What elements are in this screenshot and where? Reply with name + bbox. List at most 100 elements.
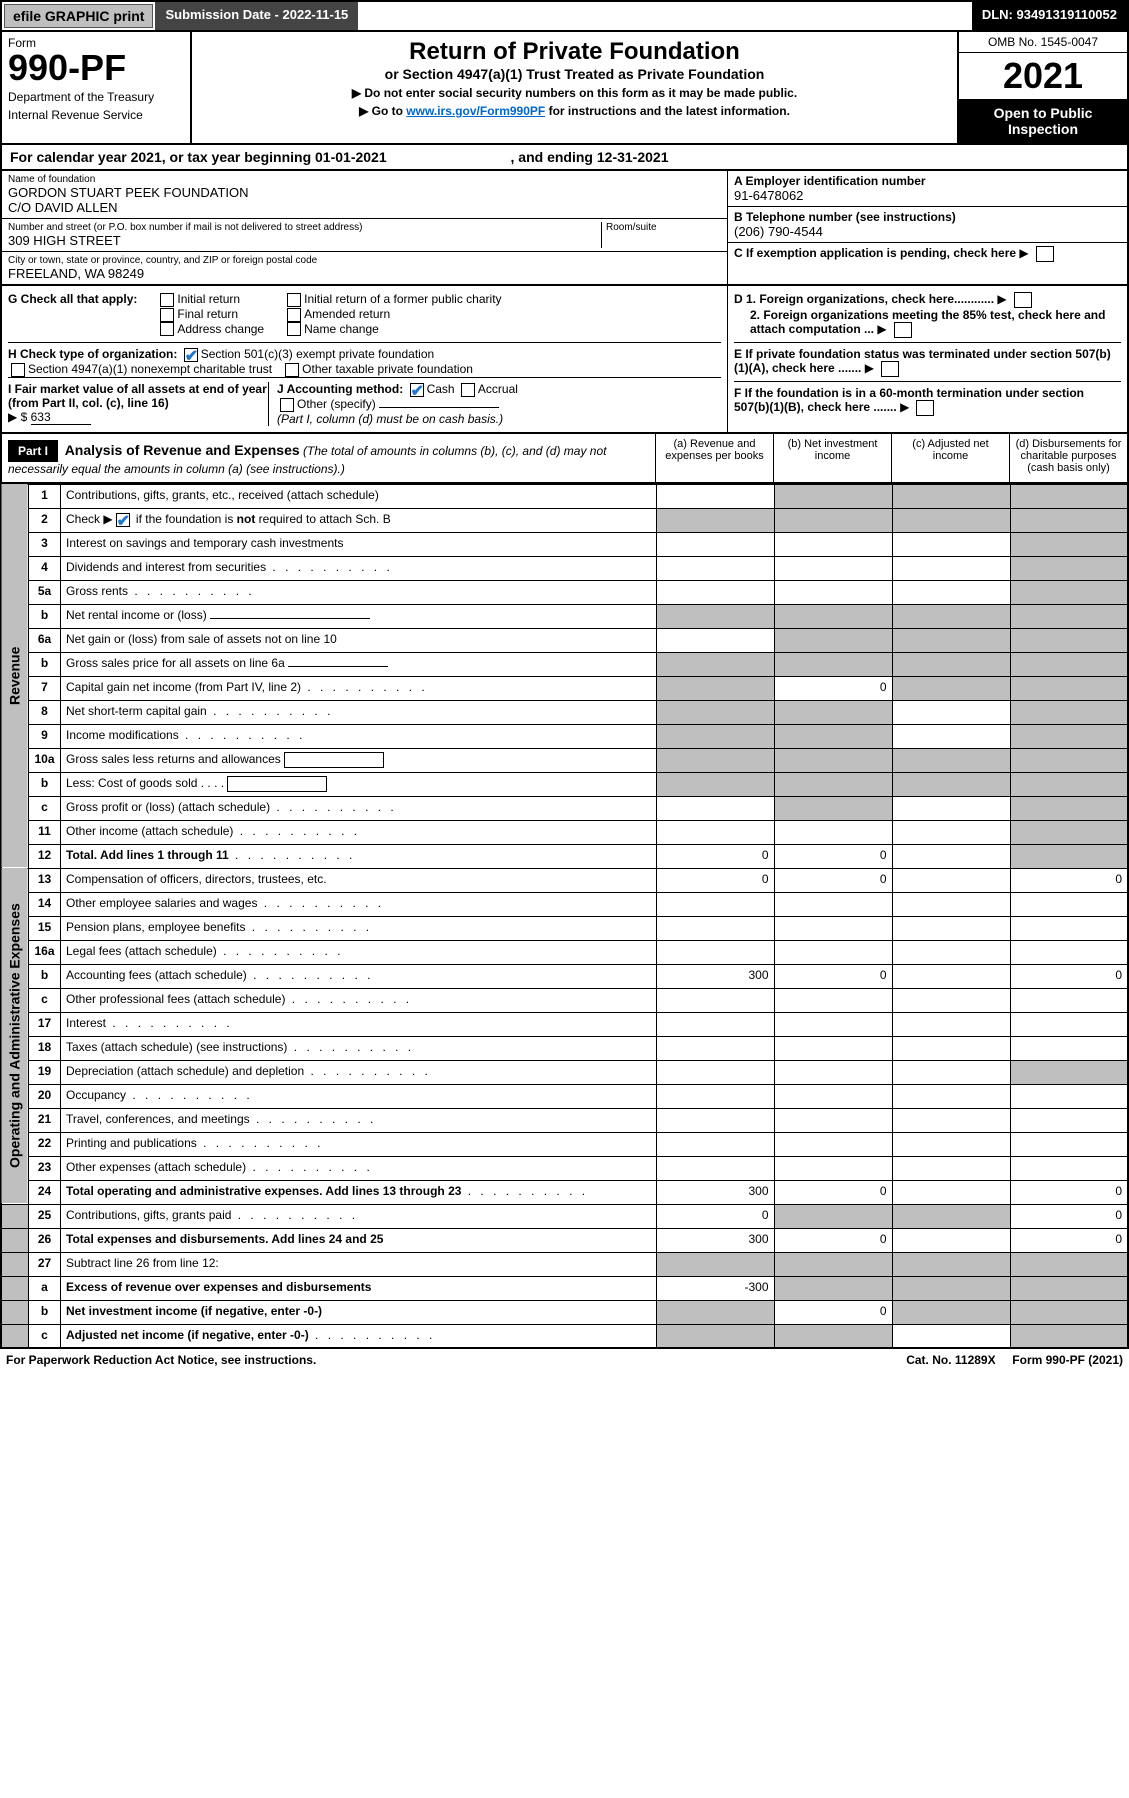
row-1: Contributions, gifts, grants, etc., rece… — [61, 484, 657, 508]
row-24: Total operating and administrative expen… — [61, 1180, 657, 1204]
row-15: Pension plans, employee benefits — [61, 916, 657, 940]
info-block: Name of foundation GORDON STUART PEEK FO… — [0, 171, 1129, 286]
row-10c: Gross profit or (loss) (attach schedule) — [61, 796, 657, 820]
form-header: Form 990-PF Department of the Treasury I… — [0, 32, 1129, 145]
d2-label: 2. Foreign organizations meeting the 85%… — [750, 308, 1105, 336]
expenses-sidebar: Operating and Administrative Expenses — [1, 868, 29, 1204]
room-label: Room/suite — [606, 222, 721, 233]
row-11: Other income (attach schedule) — [61, 820, 657, 844]
omb-number: OMB No. 1545-0047 — [959, 32, 1127, 53]
foundation-name: GORDON STUART PEEK FOUNDATION — [8, 185, 721, 200]
j-accrual-checkbox[interactable] — [461, 383, 475, 397]
topbar: efile GRAPHIC print Submission Date - 20… — [0, 0, 1129, 32]
r16b-a: 300 — [656, 964, 774, 988]
row-10a: Gross sales less returns and allowances — [61, 748, 657, 772]
name-label: Name of foundation — [8, 174, 721, 185]
city-state-zip: FREELAND, WA 98249 — [8, 266, 721, 281]
form-title: Return of Private Foundation — [198, 38, 951, 66]
row-16b: Accounting fees (attach schedule) — [61, 964, 657, 988]
row-27: Subtract line 26 from line 12: — [61, 1252, 657, 1276]
g-label: G Check all that apply: — [8, 292, 137, 336]
h-other-checkbox[interactable] — [285, 363, 299, 377]
calendar-year-row: For calendar year 2021, or tax year begi… — [0, 145, 1129, 171]
ssn-note: ▶ Do not enter social security numbers o… — [198, 86, 951, 100]
row-8: Net short-term capital gain — [61, 700, 657, 724]
form-number: 990-PF — [8, 50, 184, 86]
i-value: 633 — [31, 410, 91, 425]
row-16c: Other professional fees (attach schedule… — [61, 988, 657, 1012]
row-26: Total expenses and disbursements. Add li… — [61, 1228, 657, 1252]
r12-a: 0 — [656, 844, 774, 868]
j-cash-checkbox[interactable] — [410, 383, 424, 397]
row-20: Occupancy — [61, 1084, 657, 1108]
cat-no: Cat. No. 11289X — [906, 1353, 995, 1367]
e-checkbox[interactable] — [881, 361, 899, 377]
schb-checkbox[interactable] — [116, 513, 130, 527]
row-9: Income modifications — [61, 724, 657, 748]
row-4: Dividends and interest from securities — [61, 556, 657, 580]
row-21: Travel, conferences, and meetings — [61, 1108, 657, 1132]
d1-checkbox[interactable] — [1014, 292, 1032, 308]
row-14: Other employee salaries and wages — [61, 892, 657, 916]
ein-value: 91-6478062 — [734, 188, 803, 203]
row-27b: Net investment income (if negative, ente… — [61, 1300, 657, 1324]
footer: For Paperwork Reduction Act Notice, see … — [0, 1349, 1129, 1371]
row-27a: Excess of revenue over expenses and disb… — [61, 1276, 657, 1300]
row-22: Printing and publications — [61, 1132, 657, 1156]
f-checkbox[interactable] — [916, 400, 934, 416]
city-label: City or town, state or province, country… — [8, 255, 721, 266]
i-label: I Fair market value of all assets at end… — [8, 382, 267, 410]
r24-a: 300 — [656, 1180, 774, 1204]
j-label: J Accounting method: — [277, 382, 403, 396]
g-amended-checkbox[interactable] — [287, 308, 301, 322]
paperwork-notice: For Paperwork Reduction Act Notice, see … — [6, 1353, 316, 1367]
row-5a: Gross rents — [61, 580, 657, 604]
efile-button[interactable]: efile GRAPHIC print — [4, 4, 153, 28]
row-25: Contributions, gifts, grants paid — [61, 1204, 657, 1228]
h-label: H Check type of organization: — [8, 347, 177, 361]
goto-note: ▶ Go to www.irs.gov/Form990PF for instru… — [198, 104, 951, 118]
d2-checkbox[interactable] — [894, 322, 912, 338]
r27b-b: 0 — [774, 1300, 892, 1324]
g-initial-former-checkbox[interactable] — [287, 293, 301, 307]
g-h-block: G Check all that apply: Initial return F… — [0, 286, 1129, 434]
h-4947-checkbox[interactable] — [11, 363, 25, 377]
j-other-checkbox[interactable] — [280, 398, 294, 412]
telephone: (206) 790-4544 — [734, 224, 823, 239]
dept-treasury: Department of the Treasury — [8, 90, 184, 104]
r7-b: 0 — [774, 676, 892, 700]
addr-label: Number and street (or P.O. box number if… — [8, 222, 601, 233]
row-6a: Net gain or (loss) from sale of assets n… — [61, 628, 657, 652]
irs-label: Internal Revenue Service — [8, 108, 184, 122]
submission-date: Submission Date - 2022-11-15 — [155, 2, 358, 30]
g-final-checkbox[interactable] — [160, 308, 174, 322]
irs-link[interactable]: www.irs.gov/Form990PF — [406, 104, 545, 118]
r27a-a: -300 — [656, 1276, 774, 1300]
e-label: E If private foundation status was termi… — [734, 347, 1111, 375]
part1-header: Part I Analysis of Revenue and Expenses … — [0, 434, 1129, 484]
col-d-header: (d) Disbursements for charitable purpose… — [1009, 434, 1127, 482]
h-501c3-checkbox[interactable] — [184, 348, 198, 362]
g-initial-checkbox[interactable] — [160, 293, 174, 307]
g-address-checkbox[interactable] — [160, 322, 174, 336]
row-19: Depreciation (attach schedule) and deple… — [61, 1060, 657, 1084]
g-name-change-checkbox[interactable] — [287, 322, 301, 336]
ein-label: A Employer identification number — [734, 174, 926, 188]
d1-label: D 1. Foreign organizations, check here..… — [734, 292, 994, 306]
dln: DLN: 93491319110052 — [972, 2, 1127, 30]
revenue-sidebar: Revenue — [1, 484, 29, 868]
row-16a: Legal fees (attach schedule) — [61, 940, 657, 964]
street-address: 309 HIGH STREET — [8, 233, 601, 248]
r12-b: 0 — [774, 844, 892, 868]
col-a-header: (a) Revenue and expenses per books — [655, 434, 773, 482]
col-c-header: (c) Adjusted net income — [891, 434, 1009, 482]
row-23: Other expenses (attach schedule) — [61, 1156, 657, 1180]
row-2: Check ▶ if the foundation is not require… — [61, 508, 657, 532]
c-label: C If exemption application is pending, c… — [734, 246, 1016, 260]
form-ref: Form 990-PF (2021) — [1012, 1353, 1123, 1367]
row-17: Interest — [61, 1012, 657, 1036]
tel-label: B Telephone number (see instructions) — [734, 210, 956, 224]
r26-a: 300 — [656, 1228, 774, 1252]
tax-year: 2021 — [959, 53, 1127, 99]
c-checkbox[interactable] — [1036, 246, 1054, 262]
